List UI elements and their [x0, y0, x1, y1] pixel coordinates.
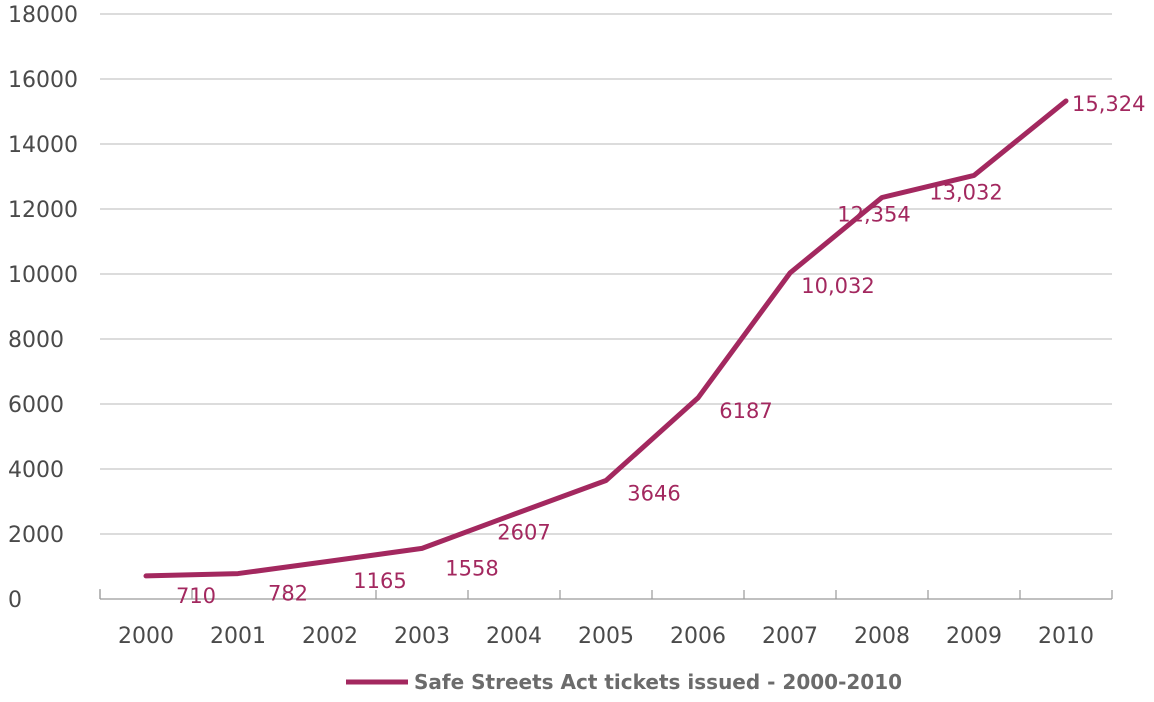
legend-label: Safe Streets Act tickets issued - 2000-2… — [414, 670, 902, 694]
x-tick-label: 2009 — [946, 624, 1002, 649]
data-label: 3646 — [627, 482, 680, 506]
y-tick-label: 10000 — [8, 263, 78, 288]
x-tick-label: 2010 — [1038, 624, 1094, 649]
data-label: 1165 — [353, 569, 406, 593]
gridlines — [100, 13, 1112, 535]
data-label: 782 — [268, 582, 308, 606]
x-tick-label: 2006 — [670, 624, 726, 649]
y-tick-label: 16000 — [8, 68, 78, 93]
y-tick-label: 8000 — [8, 328, 64, 353]
x-tick-label: 2002 — [302, 624, 358, 649]
series-line — [143, 98, 1069, 579]
y-axis-tick-labels: 0 2000 4000 6000 8000 10000 12000 14000 16000 180… — [8, 3, 78, 613]
data-label: 12,354 — [837, 202, 910, 226]
x-tick-label: 2004 — [486, 624, 542, 649]
data-label: 6187 — [719, 399, 772, 423]
y-tick-label: 4000 — [8, 458, 64, 483]
data-labels: 710 782 1165 1558 2607 3646 6187 10,032 12,354 13… — [176, 92, 1146, 608]
x-tick-label: 2003 — [394, 624, 450, 649]
y-tick-label: 2000 — [8, 523, 64, 548]
data-label: 1558 — [445, 556, 498, 580]
y-tick-label: 12000 — [8, 198, 78, 223]
x-tick-label: 2005 — [578, 624, 634, 649]
y-tick-label: 14000 — [8, 133, 78, 158]
data-label: 2607 — [497, 520, 550, 544]
y-tick-label: 0 — [8, 588, 22, 613]
data-label: 10,032 — [801, 274, 874, 298]
axes — [99, 589, 1113, 600]
x-tick-label: 2008 — [854, 624, 910, 649]
series-lines — [143, 98, 1069, 579]
y-tick-label: 6000 — [8, 393, 64, 418]
data-label: 15,324 — [1072, 92, 1145, 116]
data-label: 710 — [176, 584, 216, 608]
x-tick-label: 2007 — [762, 624, 818, 649]
x-tick-label: 2000 — [118, 624, 174, 649]
x-axis-tick-labels: 2000 2001 2002 2003 2004 2005 2006 2007 2008 2009… — [118, 624, 1094, 649]
legend: Safe Streets Act tickets issued - 2000-2… — [346, 670, 902, 694]
y-tick-label: 18000 — [8, 3, 78, 28]
data-label: 13,032 — [929, 180, 1002, 204]
x-tick-label: 2001 — [210, 624, 266, 649]
